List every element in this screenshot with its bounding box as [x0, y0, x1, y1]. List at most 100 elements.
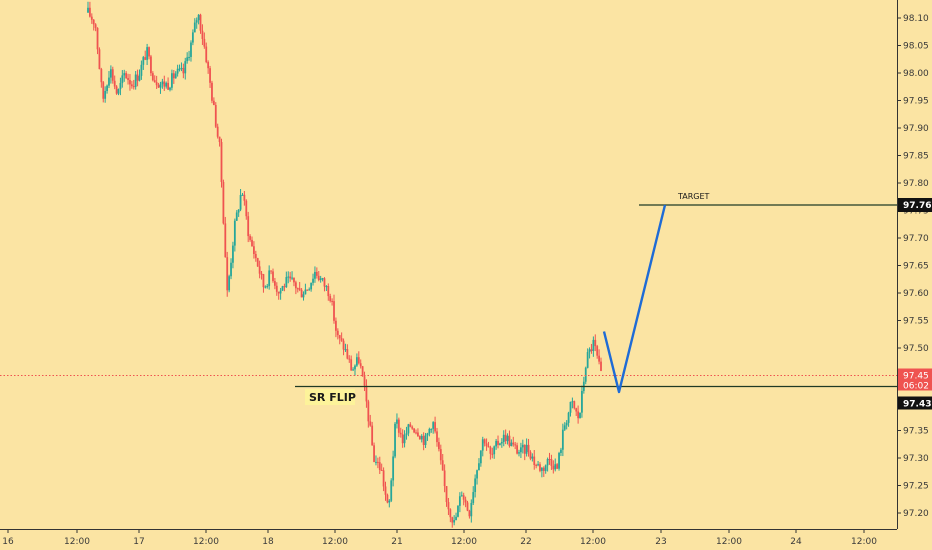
candle	[481, 436, 484, 457]
candle	[346, 344, 349, 360]
candle	[268, 265, 271, 290]
candle	[315, 267, 318, 279]
price-axis[interactable]: 98.1098.0598.0097.9597.9097.8597.8097.75…	[897, 0, 932, 529]
candle	[226, 251, 229, 297]
candle-body	[355, 357, 358, 366]
candle-body	[338, 335, 341, 339]
candle-body	[350, 359, 353, 371]
candle	[386, 493, 389, 504]
candle-body	[180, 67, 183, 69]
candle	[319, 275, 322, 283]
candle	[371, 421, 374, 446]
candle-body	[346, 349, 349, 359]
time-tick-label: 12:00	[716, 537, 742, 547]
candle-body	[304, 289, 307, 295]
candle	[449, 508, 452, 523]
candle-body	[546, 459, 549, 466]
candle	[100, 67, 103, 88]
candle-body	[98, 49, 101, 70]
candle-body	[171, 73, 173, 88]
candle-body	[577, 411, 580, 419]
candle-body	[552, 465, 555, 470]
candle-body	[426, 433, 429, 436]
candle-body	[586, 352, 589, 368]
time-tick-label: 12:00	[580, 537, 606, 547]
candle-body	[176, 68, 179, 74]
candle	[539, 462, 541, 473]
candle	[500, 438, 503, 448]
candle	[363, 371, 366, 392]
candle-body	[296, 288, 299, 290]
candle	[293, 277, 295, 287]
candle-body	[376, 461, 379, 463]
candle	[357, 351, 360, 365]
candle-body	[352, 369, 354, 371]
candle-body	[251, 239, 253, 247]
candle	[499, 442, 501, 446]
candle-body	[319, 278, 322, 280]
candle	[563, 422, 566, 432]
candle-body	[258, 266, 261, 274]
candle-body	[253, 246, 255, 255]
level-lines: SR FLIP TARGET	[0, 192, 897, 405]
candle	[262, 273, 265, 293]
candle	[388, 499, 391, 508]
candle-body	[335, 320, 337, 331]
candle	[214, 102, 217, 129]
candle	[457, 505, 459, 518]
candle-body	[382, 470, 385, 487]
candle-body	[470, 502, 473, 517]
candle-body	[281, 286, 284, 291]
candle	[169, 86, 171, 92]
candle	[296, 287, 299, 293]
candle	[235, 210, 238, 221]
candle	[142, 55, 145, 70]
candle	[487, 441, 490, 448]
candle-body	[205, 46, 208, 63]
candle	[407, 423, 410, 437]
candle-body	[418, 436, 421, 440]
candle-body	[314, 271, 316, 279]
candle-body	[272, 271, 274, 282]
candle	[117, 88, 120, 96]
candle	[199, 13, 202, 34]
candle	[281, 285, 284, 291]
candle	[92, 19, 95, 31]
time-axis[interactable]: 16 12:00 17 12:00 18 12:00 21 12:00 22 12:00 23 12:…	[0, 529, 932, 550]
candle	[476, 469, 478, 485]
candle	[443, 464, 446, 493]
candle-body	[266, 285, 269, 287]
candle-body	[289, 276, 292, 279]
candle-body	[94, 24, 97, 28]
time-tick-label: 17	[133, 537, 144, 547]
candle-body	[209, 68, 211, 83]
projection-line[interactable]	[602, 204, 667, 394]
candle	[197, 14, 200, 25]
price-tick-label: 97.25	[903, 482, 929, 492]
candle	[190, 40, 192, 62]
candle	[405, 426, 408, 440]
time-tick-label: 12:00	[64, 537, 90, 547]
candle	[151, 71, 154, 82]
candle	[266, 283, 269, 289]
candle	[527, 438, 530, 457]
candle-body	[571, 401, 574, 403]
candle-body	[500, 441, 503, 444]
candle-body	[342, 340, 345, 350]
candle	[212, 97, 215, 106]
candle	[581, 385, 583, 418]
candle	[365, 379, 368, 408]
candle-body	[146, 47, 149, 60]
candle-body	[207, 62, 210, 69]
candle-body	[325, 286, 328, 288]
candle	[355, 353, 358, 367]
candle-body	[510, 442, 513, 447]
candle	[256, 257, 259, 268]
candle	[180, 62, 183, 72]
candle-body	[443, 470, 446, 487]
candle-body	[554, 464, 557, 470]
price-tick-label: 97.55	[903, 317, 929, 327]
candle-body	[537, 464, 539, 466]
candle	[474, 474, 477, 498]
